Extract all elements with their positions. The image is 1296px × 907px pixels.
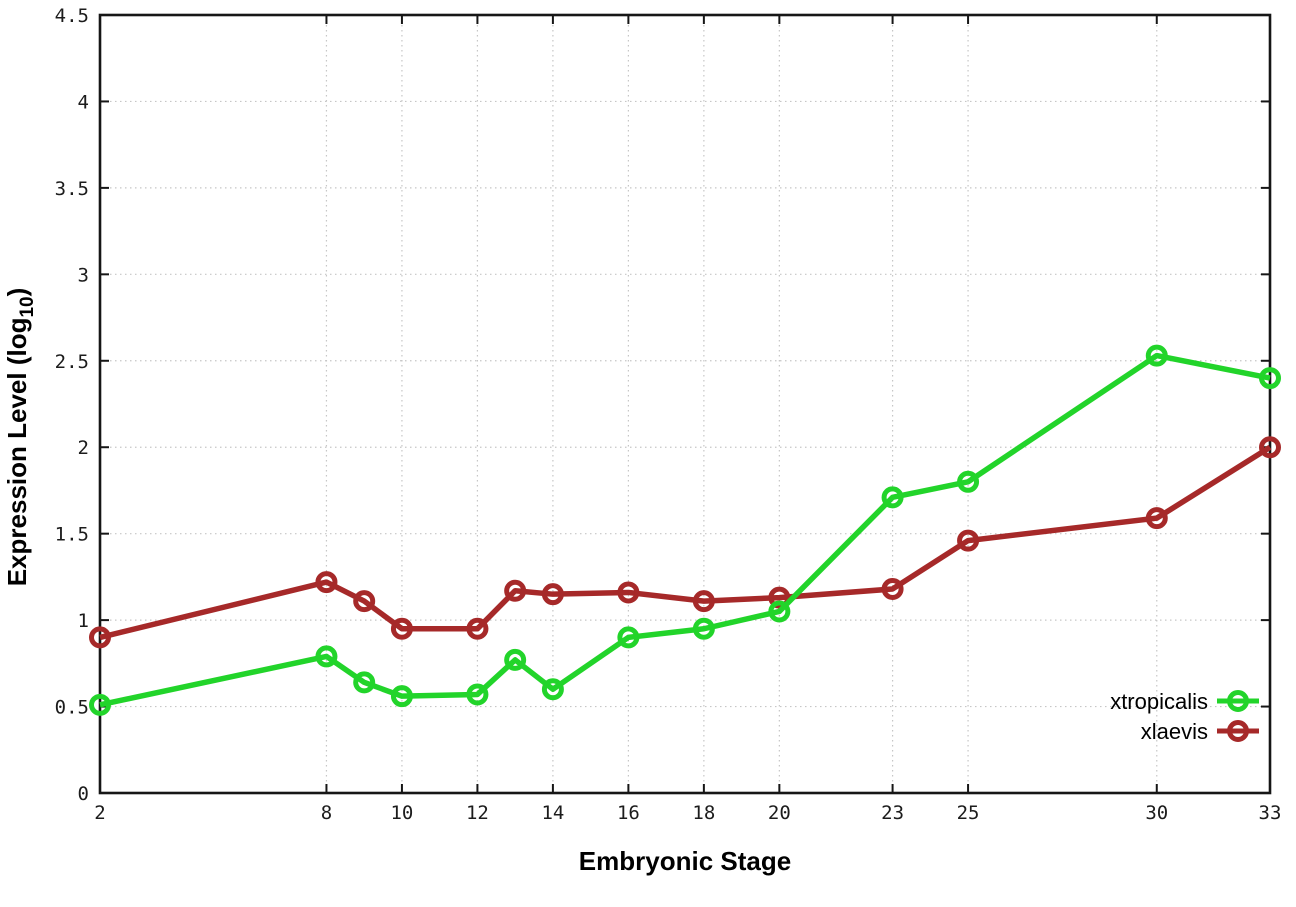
- data-point-xtropicalis: [89, 693, 111, 716]
- data-point-xtropicalis: [390, 685, 413, 708]
- plot-generated-layers: 2 8 10 12 14 16 18 20 23 25 30 33 0 0.5 1 1.5 2 2.5 3 3.5 4 4…: [55, 5, 1282, 824]
- y-tick-label: 2: [78, 437, 89, 459]
- data-point-xtropicalis: [541, 678, 564, 701]
- series-line-xtropicalis: [99, 352, 1271, 708]
- y-tick-label: 0: [78, 783, 89, 805]
- data-point-xlaevis: [541, 583, 564, 606]
- data-point-xlaevis: [1145, 507, 1168, 530]
- y-tick-label: 3.5: [55, 178, 89, 200]
- y-tick-label: 4: [78, 91, 89, 113]
- data-point-xtropicalis: [466, 683, 489, 706]
- data-point-xtropicalis: [504, 648, 527, 671]
- data-point-xlaevis: [957, 529, 980, 552]
- y-tick-label: 4.5: [55, 5, 89, 27]
- data-point-xlaevis: [617, 581, 640, 604]
- x-tick-label: 33: [1259, 802, 1282, 824]
- x-tick-label: 18: [692, 802, 715, 824]
- legend-label-xtropicalis: xtropicalis: [1110, 689, 1208, 714]
- y-tick-label: 3: [78, 264, 89, 286]
- legend: xtropicalis xlaevis: [1110, 689, 1208, 744]
- data-point-xlaevis: [692, 590, 715, 613]
- data-point-xlaevis: [768, 586, 791, 609]
- data-point-xlaevis: [390, 617, 413, 640]
- y-tick-label: 1.5: [55, 524, 89, 546]
- x-tick-label: 23: [881, 802, 904, 824]
- data-point-xtropicalis: [1145, 344, 1168, 367]
- data-point-xlaevis: [315, 571, 338, 594]
- legend-label-xlaevis: xlaevis: [1141, 719, 1208, 744]
- data-point-xlaevis: [353, 590, 376, 613]
- legend-sample-marker-xlaevis: [1227, 720, 1249, 742]
- x-axis-label: Embryonic Stage: [579, 846, 791, 876]
- x-tick-label: 12: [466, 802, 489, 824]
- data-point-xtropicalis: [692, 617, 715, 640]
- y-axis-label: Expression Level (log10): [2, 288, 38, 587]
- plot-border: [98, 13, 1272, 795]
- x-tick-label: 16: [617, 802, 640, 824]
- data-point-xlaevis: [89, 626, 111, 649]
- x-tick-label: 8: [321, 802, 332, 824]
- data-point-xlaevis: [504, 579, 527, 602]
- data-point-xtropicalis: [881, 486, 904, 509]
- x-tick-label: 20: [768, 802, 791, 824]
- data-point-xtropicalis: [315, 645, 338, 668]
- data-point-xtropicalis: [768, 600, 791, 623]
- data-point-xtropicalis: [957, 470, 980, 493]
- x-tick-label: 25: [957, 802, 980, 824]
- x-tick-label: 2: [94, 802, 105, 824]
- data-point-xlaevis: [881, 577, 904, 600]
- x-tick-label: 30: [1145, 802, 1168, 824]
- y-tick-label: 2.5: [55, 351, 89, 373]
- x-tick-label: 10: [390, 802, 413, 824]
- y-tick-label: 0.5: [55, 697, 89, 719]
- data-point-xtropicalis: [353, 671, 376, 694]
- legend-sample-marker-xtropicalis: [1227, 690, 1249, 712]
- data-point-xtropicalis: [617, 626, 640, 649]
- y-tick-label: 1: [78, 610, 89, 632]
- series-line-xlaevis: [99, 444, 1272, 641]
- data-point-xtropicalis: [1259, 367, 1281, 390]
- x-tick-label: 14: [541, 802, 564, 824]
- data-point-xlaevis: [466, 617, 489, 640]
- data-point-xlaevis: [1259, 436, 1281, 459]
